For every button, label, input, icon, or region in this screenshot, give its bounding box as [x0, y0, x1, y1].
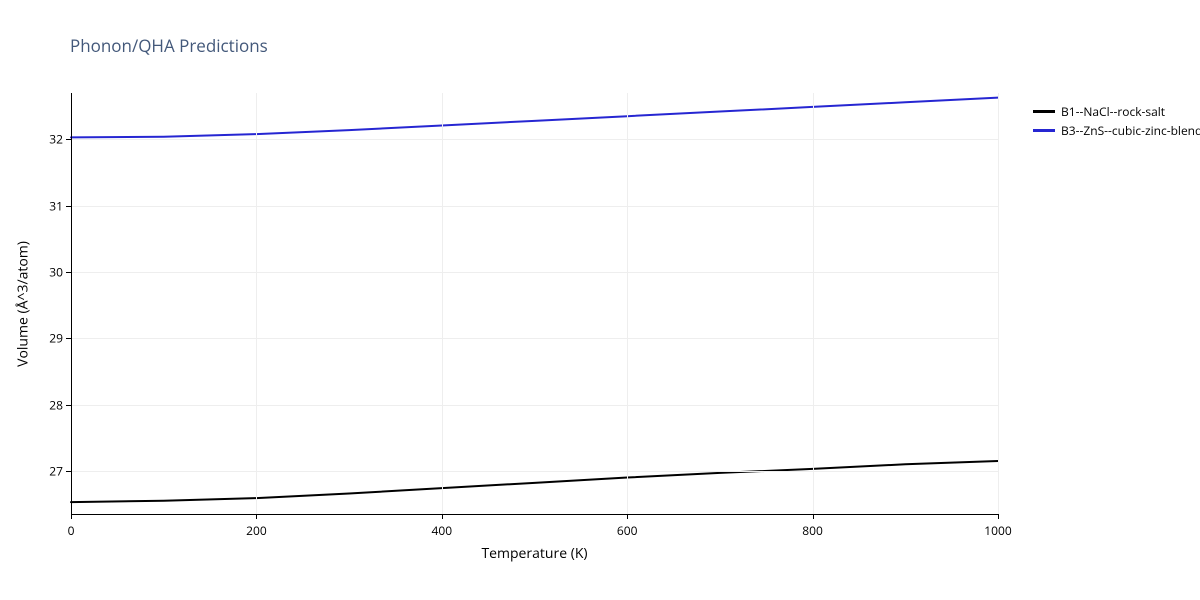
gridline-vertical [442, 93, 443, 514]
gridline-horizontal [71, 338, 998, 339]
legend[interactable]: B1--NaCl--rock-salt B3--ZnS--cubic-zinc-b… [1033, 104, 1200, 142]
x-axis-label: Temperature (K) [481, 544, 587, 563]
y-axis-label: Volume (Å^3/atom) [14, 241, 33, 367]
y-axis-line [71, 93, 72, 514]
y-tick-label: 31 [43, 197, 63, 214]
series-line[interactable] [71, 461, 998, 502]
y-tick-label: 30 [43, 264, 63, 281]
x-tick-label: 400 [432, 522, 453, 539]
gridline-vertical [256, 93, 257, 514]
gridline-horizontal [71, 471, 998, 472]
legend-item[interactable]: B1--NaCl--rock-salt [1033, 104, 1200, 119]
legend-item[interactable]: B3--ZnS--cubic-zinc-blende [1033, 123, 1200, 138]
legend-label: B1--NaCl--rock-salt [1061, 103, 1165, 120]
gridline-horizontal [71, 139, 998, 140]
y-tick-label: 29 [43, 330, 63, 347]
legend-swatch [1033, 110, 1055, 112]
gridline-horizontal [71, 206, 998, 207]
y-tick-label: 32 [43, 131, 63, 148]
gridline-horizontal [71, 405, 998, 406]
y-tick-label: 27 [43, 462, 63, 479]
y-tick-label: 28 [43, 396, 63, 413]
chart-container: Phonon/QHA Predictions Volume (Å^3/atom)… [0, 0, 1200, 600]
x-tick-label: 200 [246, 522, 267, 539]
plot-area[interactable] [71, 93, 998, 514]
plot-svg [71, 93, 998, 514]
chart-title: Phonon/QHA Predictions [70, 34, 268, 57]
x-tick-label: 800 [802, 522, 823, 539]
x-tick-label: 600 [617, 522, 638, 539]
x-tick-label: 0 [68, 522, 75, 539]
legend-label: B3--ZnS--cubic-zinc-blende [1061, 122, 1200, 139]
gridline-vertical [998, 93, 999, 514]
series-line[interactable] [71, 98, 998, 138]
x-tick-mark [998, 514, 999, 519]
gridline-horizontal [71, 272, 998, 273]
legend-swatch [1033, 129, 1055, 131]
x-axis-line [71, 514, 998, 515]
gridline-vertical [813, 93, 814, 514]
gridline-vertical [627, 93, 628, 514]
x-tick-label: 1000 [984, 522, 1011, 539]
